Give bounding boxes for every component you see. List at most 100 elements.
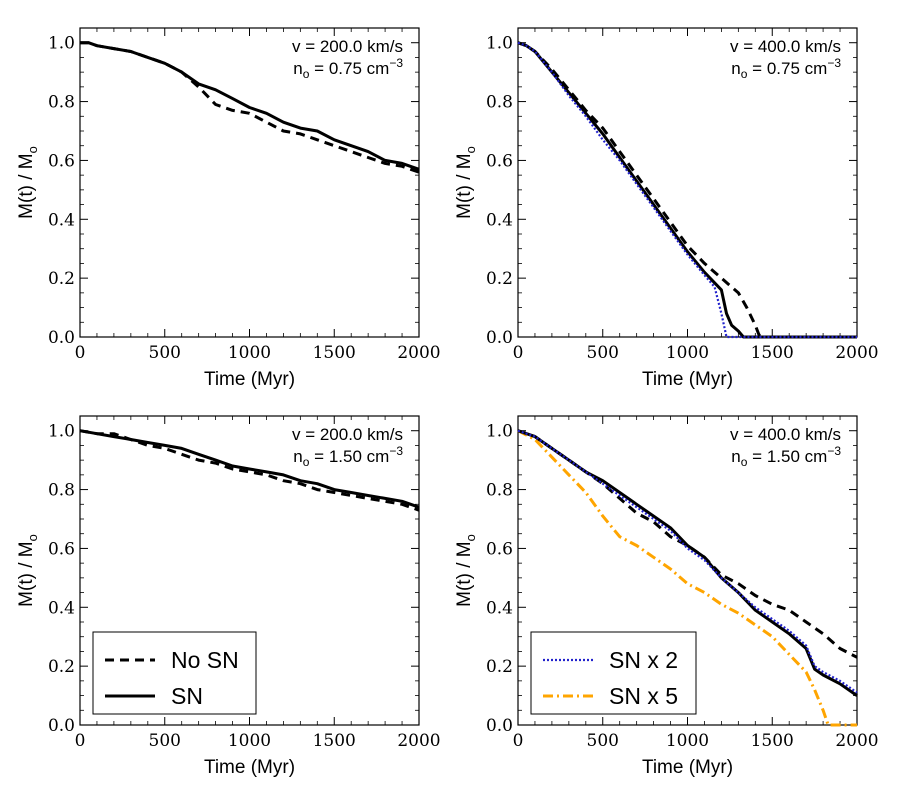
series-line-no-sn <box>79 429 420 512</box>
legend-right: SN x 2 SN x 5 <box>530 631 697 715</box>
y-tick-label: 0.0 <box>48 716 75 736</box>
y-tick-label: 0.2 <box>48 269 75 289</box>
x-tick-label: 2000 <box>397 343 440 363</box>
x-axis-label: Time (Myr) <box>204 757 295 778</box>
annotation-velocity: v = 400.0 km/s <box>730 37 841 56</box>
x-tick-label: 500 <box>587 343 619 363</box>
legend-label: SN x 2 <box>609 647 678 673</box>
y-tick-label: 1.0 <box>486 422 513 442</box>
annotation-density-sub: o <box>303 455 310 469</box>
series-line-sn-x-2 <box>517 429 858 694</box>
annotation-velocity: v = 400.0 km/s <box>730 425 841 444</box>
x-tick-label: 500 <box>149 343 181 363</box>
y-axis-label-sub: o <box>25 534 40 541</box>
annotation-density-value: = 1.50 cm <box>747 447 827 466</box>
series-line-sn-x-5 <box>517 429 857 727</box>
x-tick-label: 1000 <box>228 731 271 751</box>
annotation-density-base: n <box>293 447 302 466</box>
x-tick-label: 2000 <box>397 731 440 751</box>
y-axis-label-sub: o <box>25 146 40 153</box>
y-tick-label: 0.2 <box>486 269 513 289</box>
annotation-density: no = 0.75 cm−3 <box>293 56 403 81</box>
x-tick-label: 500 <box>149 731 181 751</box>
legend-label: No SN <box>171 647 239 673</box>
annotation-density-base: n <box>731 447 740 466</box>
annotation-velocity: v = 200.0 km/s <box>292 425 403 444</box>
panel-bottom-right: 0 500 1000 1500 2000 0.0 0.2 0.4 0.6 0.8 1.0 Time (… <box>454 415 879 778</box>
series-line-sn <box>517 41 857 339</box>
x-axis-label: Time (Myr) <box>204 369 295 390</box>
panel-top-right: 0 500 1000 1500 2000 0.0 0.2 0.4 0.6 0.8 1.0 Time (… <box>454 27 879 390</box>
x-tick-label: 1500 <box>313 731 356 751</box>
legend-label: SN x 5 <box>609 683 678 709</box>
y-tick-label: 1.0 <box>48 34 75 54</box>
y-axis-label: M(t) / Mo <box>16 146 40 219</box>
annotation-density-sub: o <box>741 67 748 81</box>
y-axis-label-base: M(t) / M <box>16 153 37 218</box>
y-axis-label: M(t) / Mo <box>454 146 478 219</box>
annotation-density-sup: −3 <box>389 56 403 70</box>
x-tick-label: 1000 <box>228 343 271 363</box>
x-tick-label: 500 <box>587 731 619 751</box>
annotation-density-sup: −3 <box>389 444 403 458</box>
y-tick-label: 1.0 <box>48 422 75 442</box>
panel-top-left: 0 500 1000 1500 2000 0.0 0.2 0.4 0.6 0.8 1.0 Time (… <box>16 27 441 390</box>
y-axis-label-sub: o <box>463 534 478 541</box>
y-tick-label: 0.0 <box>486 328 513 348</box>
x-tick-label: 1500 <box>751 731 794 751</box>
y-tick-label: 0.8 <box>48 481 75 501</box>
y-tick-label: 0.6 <box>48 151 75 171</box>
y-axis-label-base: M(t) / M <box>454 541 475 606</box>
y-tick-label: 0.0 <box>486 716 513 736</box>
annotation-density-sub: o <box>741 455 748 469</box>
x-tick-label: 1500 <box>751 343 794 363</box>
series-line-sn <box>79 429 420 509</box>
x-axis-label: Time (Myr) <box>642 757 733 778</box>
y-tick-label: 0.4 <box>48 210 75 230</box>
x-tick-label: 0 <box>75 731 86 751</box>
annotation-density-base: n <box>731 59 740 78</box>
y-tick-label: 0.4 <box>486 598 513 618</box>
annotation-density-sup: −3 <box>827 56 841 70</box>
x-tick-label: 0 <box>513 731 524 751</box>
x-tick-label: 1000 <box>666 343 709 363</box>
y-tick-label: 0.0 <box>48 328 75 348</box>
x-tick-label: 0 <box>75 343 86 363</box>
annotation-velocity: v = 200.0 km/s <box>292 37 403 56</box>
x-tick-label: 1000 <box>666 731 709 751</box>
legend-frame <box>92 631 257 715</box>
y-tick-label: 0.2 <box>486 657 513 677</box>
annotation-density: no = 0.75 cm−3 <box>731 56 841 81</box>
panel-bottom-left: 0 500 1000 1500 2000 0.0 0.2 0.4 0.6 0.8 1.0 Time (… <box>16 415 441 778</box>
y-tick-label: 0.4 <box>486 210 513 230</box>
x-tick-label: 2000 <box>835 731 878 751</box>
series-line-no-sn <box>80 41 420 174</box>
y-axis-label-sub: o <box>463 146 478 153</box>
y-tick-label: 0.6 <box>486 151 513 171</box>
annotation-density-sub: o <box>303 67 310 81</box>
annotation-density-value: = 0.75 cm <box>747 59 827 78</box>
annotation-density-sup: −3 <box>827 444 841 458</box>
y-tick-label: 0.2 <box>48 657 75 677</box>
y-axis-label: M(t) / Mo <box>454 534 478 607</box>
annotation-density: no = 1.50 cm−3 <box>293 444 403 469</box>
annotation-density: no = 1.50 cm−3 <box>731 444 841 469</box>
y-axis-label-base: M(t) / M <box>454 153 475 218</box>
y-tick-label: 1.0 <box>486 34 513 54</box>
x-tick-label: 0 <box>513 343 524 363</box>
annotation-density-value: = 1.50 cm <box>309 447 389 466</box>
annotation-density-base: n <box>293 59 302 78</box>
legend-left: No SN SN <box>92 631 257 715</box>
y-tick-label: 0.8 <box>486 93 513 113</box>
y-tick-label: 0.6 <box>486 539 513 559</box>
y-tick-label: 0.4 <box>48 598 75 618</box>
annotation-density-value: = 0.75 cm <box>309 59 389 78</box>
y-axis-label: M(t) / Mo <box>16 534 40 607</box>
series-line-sn <box>80 41 420 171</box>
y-tick-label: 0.8 <box>486 481 513 501</box>
series-line-sn-x-2 <box>517 41 857 339</box>
legend-frame <box>530 631 697 715</box>
y-tick-label: 0.6 <box>48 539 75 559</box>
y-tick-label: 0.8 <box>48 93 75 113</box>
x-tick-label: 2000 <box>835 343 878 363</box>
